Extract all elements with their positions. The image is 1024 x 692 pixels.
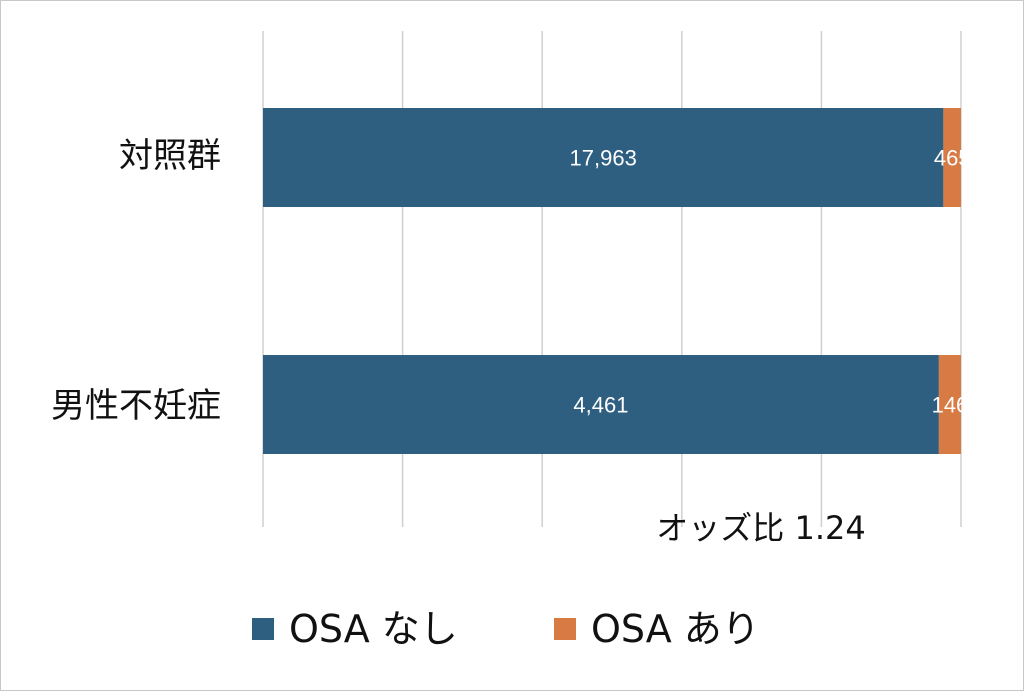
legend-swatch-osa-present [554,618,576,640]
legend-swatch-osa-none [252,618,274,640]
category-label-control: 対照群 [119,136,221,176]
data-label-infertility-osa-none: 4,461 [573,393,628,418]
odds-ratio-annotation: オッズ比 1.24 [656,509,865,547]
bar-segment-male-infertility-osa-none [263,355,939,454]
category-label-male-infertility: 男性不妊症 [51,386,221,426]
bars [263,108,961,454]
bar-segment-control-osa-present [943,108,961,207]
data-label-control-osa-none: 17,963 [570,146,637,171]
legend-label-osa-none: OSA なし [289,607,458,651]
bar-segment-control-osa-none [263,108,944,207]
data-label-control-osa-present: 465 [934,146,971,171]
data-label-infertility-osa-present: 146 [932,393,969,418]
legend-label-osa-present: OSA あり [591,607,760,651]
legend: OSA なし OSA あり [252,607,760,651]
bar-segment-male-infertility-osa-present [938,355,961,454]
